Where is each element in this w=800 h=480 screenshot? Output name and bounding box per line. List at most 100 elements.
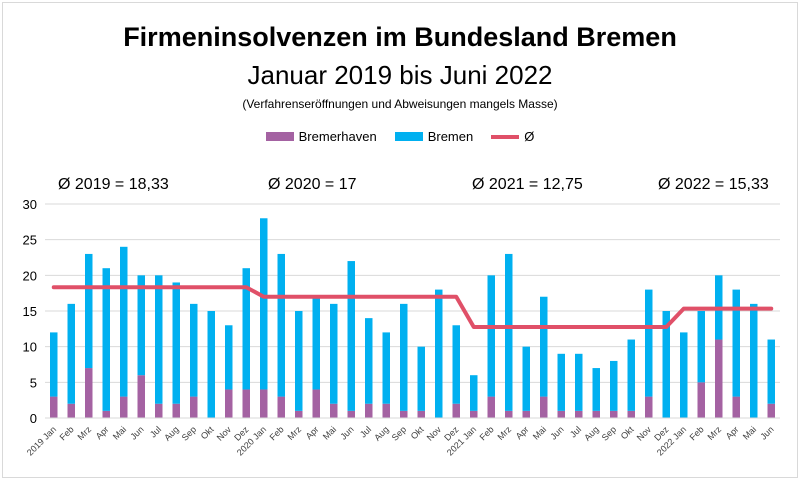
y-tick-label: 10	[23, 340, 37, 355]
bar-bremerhaven	[540, 396, 548, 418]
bar-bremerhaven	[172, 403, 180, 418]
bar-bremen	[330, 303, 338, 404]
annotation-2022: Ø 2022 = 15,33	[658, 176, 769, 193]
bar-bremerhaven	[102, 410, 110, 418]
bar-bremen	[277, 253, 285, 397]
bar-bremen	[487, 275, 495, 397]
annotation-2019: Ø 2019 = 18,33	[58, 176, 169, 193]
chart-title: Firmeninsolvenzen im Bundesland Bremen	[123, 22, 677, 52]
bar-bremen	[452, 325, 460, 404]
bar-bremerhaven	[365, 403, 373, 418]
bar-bremen	[662, 311, 670, 418]
x-tick-label: Aug	[582, 424, 600, 442]
x-tick-label: Aug	[162, 424, 180, 442]
legend-label: Ø	[524, 129, 535, 144]
bar-bremen	[540, 296, 548, 397]
x-tick-label: Sep	[600, 424, 618, 442]
x-tick-label: Jun	[548, 424, 565, 441]
bar-bremerhaven	[645, 396, 653, 418]
bar-bremerhaven	[190, 396, 198, 418]
legend-swatch	[265, 132, 294, 141]
bar-bremerhaven	[697, 382, 705, 418]
legend-item-bremen: Bremen	[394, 129, 474, 144]
bar-bremen	[522, 346, 530, 411]
x-tick-label: Feb	[688, 424, 706, 442]
bar-bremen	[557, 353, 565, 411]
bar-bremen	[242, 268, 250, 390]
x-tick-label: Jun	[128, 424, 145, 441]
bar-bremerhaven	[347, 410, 355, 418]
bar-bremen	[732, 289, 740, 397]
bar-bremerhaven	[470, 410, 478, 418]
bar-bremerhaven	[575, 410, 583, 418]
bar-bremen	[767, 339, 775, 404]
legend: Bremerhaven Bremen Ø	[0, 129, 800, 144]
bar-bremen	[610, 360, 618, 411]
bar-bremen	[67, 303, 75, 404]
y-tick-label: 0	[30, 411, 37, 426]
bar-bremerhaven	[767, 403, 775, 418]
bar-bremen	[225, 325, 233, 390]
x-tick-label: Jun	[758, 424, 775, 441]
bar-bremen	[260, 218, 268, 390]
bar-bremerhaven	[120, 396, 128, 418]
bar-bremen	[400, 303, 408, 411]
bar-bremen	[470, 375, 478, 411]
bar-bremerhaven	[85, 368, 93, 418]
bar-bremen	[312, 296, 320, 390]
bar-bremen	[295, 311, 303, 411]
bar-bremerhaven	[452, 403, 460, 418]
legend-label: Bremen	[427, 129, 474, 144]
x-tick-label: Apr	[724, 424, 741, 441]
bar-bremerhaven	[592, 410, 600, 418]
x-tick-label: Sep	[180, 424, 198, 442]
x-tick-label: Nov	[425, 424, 444, 443]
bar-bremen	[120, 246, 128, 397]
bar-bremerhaven	[715, 339, 723, 418]
x-tick-label: Okt	[409, 424, 426, 441]
bar-bremerhaven	[732, 396, 740, 418]
x-tick-label: Nov	[635, 424, 654, 443]
x-tick-label: Apr	[94, 424, 111, 441]
bar-bremen	[207, 311, 215, 418]
bar-bremen	[347, 261, 355, 411]
bar-bremen	[155, 275, 163, 404]
y-tick-label: 5	[30, 375, 37, 390]
y-tick-label: 20	[23, 268, 37, 283]
x-tick-label: Mai	[321, 424, 338, 441]
annotation-2021: Ø 2021 = 12,75	[472, 176, 583, 193]
chart-subtitle: Januar 2019 bis Juni 2022	[247, 60, 553, 90]
bar-bremerhaven	[295, 410, 303, 418]
bar-bremerhaven	[312, 389, 320, 418]
bar-bremen	[190, 303, 198, 397]
bar-bremerhaven	[400, 410, 408, 418]
bar-bremerhaven	[67, 403, 75, 418]
bar-bremen	[102, 268, 110, 411]
bar-bremen	[172, 282, 180, 404]
y-tick-label: 30	[23, 197, 37, 212]
x-tick-label: Feb	[478, 424, 496, 442]
x-tick-label: Jul	[568, 424, 583, 439]
x-tick-label: Nov	[215, 424, 234, 443]
x-tick-label: 2019 Jan	[25, 424, 58, 457]
bar-bremerhaven	[50, 396, 58, 418]
bar-bremerhaven	[277, 396, 285, 418]
x-tick-label: Mai	[111, 424, 128, 441]
bar-bremen	[627, 339, 635, 411]
average-line	[51, 285, 774, 330]
y-tick-label: 15	[23, 304, 37, 319]
bar-bremerhaven	[242, 389, 250, 418]
bar-bremerhaven	[522, 410, 530, 418]
bar-bremen	[435, 289, 443, 418]
bar-bremerhaven	[610, 410, 618, 418]
bar-bremerhaven	[260, 389, 268, 418]
x-tick-label: Mai	[741, 424, 758, 441]
bar-bremerhaven	[417, 410, 425, 418]
bar-bremerhaven	[330, 403, 338, 418]
x-tick-label: Mrz	[495, 424, 513, 442]
bar-bremen	[505, 253, 513, 411]
bar-bremerhaven	[557, 410, 565, 418]
bar-bremen	[365, 318, 373, 404]
